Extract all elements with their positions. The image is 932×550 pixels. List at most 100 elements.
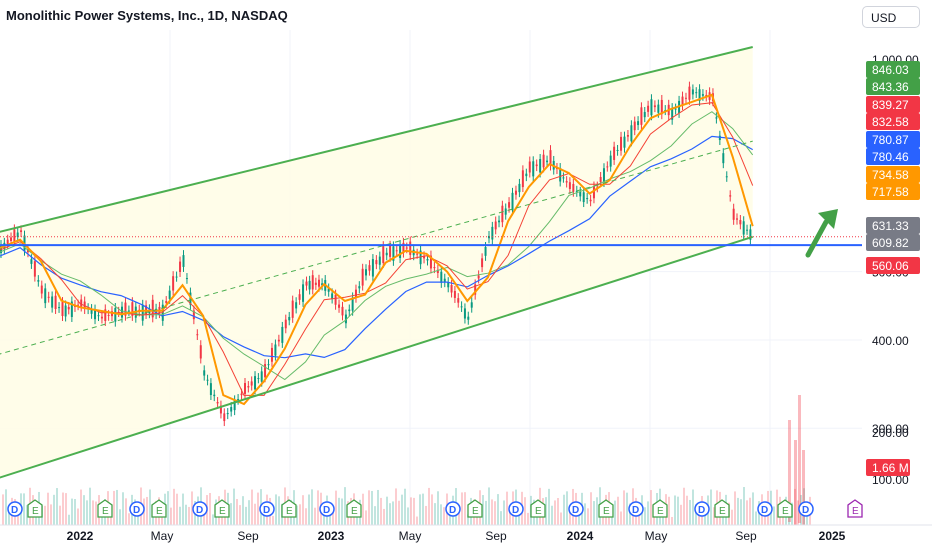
volume-bar xyxy=(5,489,7,525)
candle-body xyxy=(429,255,432,269)
candle-body xyxy=(291,300,294,318)
volume-bar xyxy=(248,500,250,525)
candle-body xyxy=(399,245,402,258)
candle-body xyxy=(284,319,287,329)
candle-body xyxy=(77,304,80,306)
dividend-event-label: D xyxy=(263,505,270,516)
volume-bar xyxy=(566,491,568,525)
volume-bar xyxy=(749,497,751,525)
price-tag-label: 843.36 xyxy=(872,80,909,94)
candle-body xyxy=(127,310,130,312)
candle-body xyxy=(219,405,222,414)
candle-body xyxy=(589,199,592,202)
candle-body xyxy=(179,261,182,272)
volume-bar xyxy=(356,512,358,525)
candle-body xyxy=(314,282,317,285)
candle-body xyxy=(546,160,549,163)
candle-body xyxy=(230,407,233,412)
candle-body xyxy=(532,161,535,177)
candle-body xyxy=(354,289,357,298)
dividend-event-label: D xyxy=(698,505,705,516)
trend-arrow-head xyxy=(818,209,838,229)
candle-body xyxy=(311,275,314,290)
candle-body xyxy=(97,315,100,317)
price-axis-tick-label: 300.00 xyxy=(872,422,909,436)
candle-body xyxy=(511,192,514,211)
candle-body xyxy=(718,135,721,141)
candle-body xyxy=(281,326,284,343)
candle-body xyxy=(351,297,354,311)
dividend-event-label: D xyxy=(133,505,140,516)
volume-bar xyxy=(389,503,391,525)
candle-body xyxy=(270,347,273,362)
volume-bar xyxy=(710,489,712,525)
volume-bar xyxy=(671,516,673,525)
volume-bar xyxy=(23,493,25,525)
time-axis-tick-label: Sep xyxy=(485,529,507,543)
candle-body xyxy=(742,221,745,235)
price-tag-badge xyxy=(866,148,920,165)
volume-bar xyxy=(485,500,487,525)
dividend-event-icon xyxy=(129,501,145,517)
earnings-event-label: E xyxy=(351,506,358,517)
candle-body xyxy=(114,308,117,322)
candle-body xyxy=(596,186,599,188)
volume-bar xyxy=(794,440,797,525)
volume-bar xyxy=(92,500,94,525)
volume-bar xyxy=(752,492,754,525)
candle-body xyxy=(161,304,164,321)
candle-body xyxy=(13,229,16,242)
volume-bar xyxy=(170,507,172,525)
candle-body xyxy=(725,176,728,178)
candle-body xyxy=(120,306,123,318)
candle-body xyxy=(213,394,216,397)
price-tag-label: 846.03 xyxy=(872,63,909,77)
candle-body xyxy=(40,285,43,294)
candle-body xyxy=(447,282,450,288)
dividend-event-label: D xyxy=(761,505,768,516)
volume-bar xyxy=(626,492,628,525)
volume-bar xyxy=(422,493,424,525)
volume-bar xyxy=(254,503,256,525)
currency-selector[interactable]: USD xyxy=(862,6,920,28)
candle-body xyxy=(247,386,250,388)
volume-bar xyxy=(518,509,520,525)
price-tag-badge xyxy=(866,217,920,234)
candle-body xyxy=(657,104,660,113)
candle-body xyxy=(501,205,504,223)
candle-body xyxy=(94,309,97,320)
candle-body xyxy=(443,278,446,283)
ma-line-blue xyxy=(0,135,753,359)
volume-bar xyxy=(323,510,325,525)
candle-body xyxy=(141,304,144,321)
volume-bar xyxy=(167,491,169,525)
time-axis-tick-label: May xyxy=(151,529,174,543)
volume-bar xyxy=(488,487,490,525)
candle-body xyxy=(616,149,619,151)
candle-body xyxy=(240,393,243,396)
volume-bar xyxy=(467,514,469,525)
price-axis-tick-label: 200.00 xyxy=(872,426,909,440)
volume-bar xyxy=(380,497,382,525)
volume-bar xyxy=(461,492,463,525)
volume-bar xyxy=(629,503,631,525)
price-tag-badge xyxy=(866,257,920,274)
candle-body xyxy=(0,244,2,253)
earnings-event-label: E xyxy=(535,506,542,517)
time-axis-tick-label: May xyxy=(645,529,668,543)
earnings-event-icon xyxy=(652,499,668,518)
candle-body xyxy=(6,239,9,245)
earnings-event-label: E xyxy=(852,506,859,517)
candle-body xyxy=(90,309,93,314)
volume-bar xyxy=(497,494,499,525)
earnings-event-icon xyxy=(346,499,362,518)
candle-body xyxy=(233,400,236,411)
candle-body xyxy=(542,154,545,168)
candle-body xyxy=(348,309,351,312)
volume-bar xyxy=(338,497,340,525)
volume-bar xyxy=(398,500,400,525)
volume-bar xyxy=(239,505,241,525)
candle-body xyxy=(107,314,110,316)
volume-bar xyxy=(278,496,280,525)
